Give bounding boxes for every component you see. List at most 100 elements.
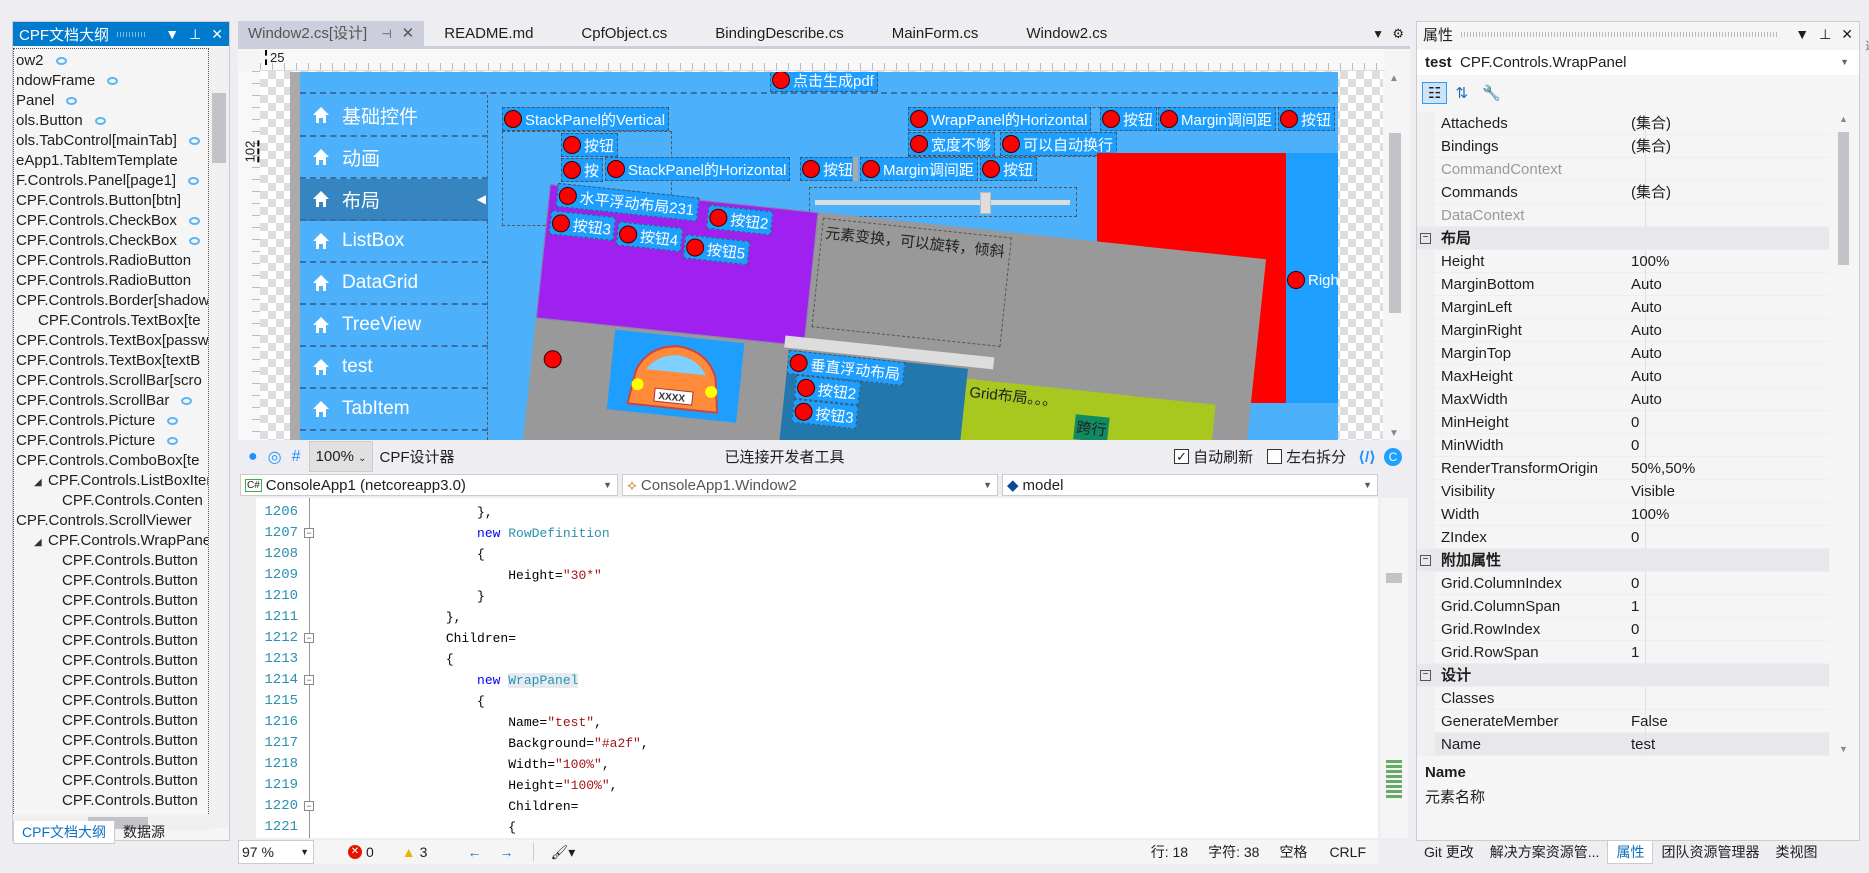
tree-item[interactable]: CPF.Controls.Picture <box>16 411 179 431</box>
visibility-circle-icon[interactable] <box>107 77 119 86</box>
designed-window[interactable]: 点击生成pdf 基础控件 动画 布局 ◀ ListBox DataGrid TreeView… <box>290 72 1338 440</box>
property-row[interactable]: MarginRight Auto <box>1417 319 1829 342</box>
expanded-arrow-icon[interactable]: ◢ <box>34 537 42 548</box>
tree-item[interactable]: CPF.Controls.Button <box>62 711 198 731</box>
nav-item[interactable]: 基础控件 <box>300 95 488 137</box>
button-dot[interactable] <box>542 349 563 370</box>
pin-icon[interactable]: ⊥ <box>1819 25 1832 42</box>
slider[interactable] <box>809 187 1077 217</box>
error-icon[interactable]: ✕ <box>348 845 362 859</box>
tab-window2-design[interactable]: Window2.cs[设计] ⊣ ✕ <box>238 21 425 46</box>
nav-item[interactable]: DataGrid <box>300 263 488 305</box>
transformed-panel[interactable]: 水平浮动布局231 按钮2 按钮3 按钮4 按钮5 元素变换，可以旋转，倾斜 X… <box>522 182 1267 440</box>
property-row[interactable]: MaxWidth Auto <box>1417 388 1829 411</box>
visibility-circle-icon[interactable] <box>181 397 193 406</box>
collapse-icon[interactable]: − <box>304 528 314 538</box>
tab-list-icon[interactable]: ▼ <box>1372 26 1384 41</box>
type-dropdown[interactable]: ⟡ ConsoleApp1.Window2 ▼ <box>622 474 998 496</box>
split-checkbox[interactable]: 左右拆分 <box>1267 446 1346 467</box>
outline-vertical-scrollbar[interactable] <box>209 48 229 828</box>
button[interactable]: 按钮 <box>1278 107 1336 131</box>
grid-icon[interactable]: # <box>291 447 301 465</box>
button[interactable]: 按 <box>561 158 604 182</box>
tab-4[interactable]: 类视图 <box>1775 844 1818 860</box>
property-value[interactable]: 1 <box>1631 598 1640 615</box>
zoom-dropdown[interactable]: 97 % ▼ <box>238 840 314 864</box>
code-line[interactable]: 1207− new RowDefinition <box>238 523 1378 544</box>
property-row[interactable]: MinWidth 0 <box>1417 434 1829 457</box>
tab-0[interactable]: Git 更改 <box>1424 844 1474 860</box>
code-line[interactable]: 1212− Children= <box>238 628 1378 649</box>
tree-item[interactable]: CPF.Controls.Button <box>62 771 198 791</box>
tree-item[interactable]: Panel <box>16 91 78 111</box>
properties-scrollbar[interactable]: ▲ ▼ <box>1833 112 1857 756</box>
code-line[interactable]: 1217 Background="#a2f", <box>238 733 1378 754</box>
code-editor[interactable]: 1206 }, 1207− new RowDefinition 1208 {1209… <box>238 498 1378 838</box>
property-value[interactable]: 1 <box>1631 644 1640 661</box>
tree-item[interactable]: CPF.Controls.TextBox[passw <box>16 331 208 351</box>
tree-item[interactable]: CPF.Controls.ScrollViewer <box>16 511 192 531</box>
property-value[interactable]: 0 <box>1631 437 1640 454</box>
visibility-circle-icon[interactable] <box>66 97 78 106</box>
property-row[interactable]: Bindings (集合) <box>1417 135 1829 158</box>
button-margin[interactable]: Margin调间距 <box>860 157 978 181</box>
property-category[interactable]: − 布局 <box>1417 227 1829 250</box>
tree-item[interactable]: ols.Button <box>16 111 106 131</box>
tree-item[interactable]: CPF.Controls.CheckBox <box>16 211 200 231</box>
scroll-thumb[interactable] <box>1389 133 1401 313</box>
visibility-circle-icon[interactable] <box>94 117 106 126</box>
button-sp-horizontal[interactable]: StackPanel的Horizontal <box>605 157 791 181</box>
code-line[interactable]: 1214− new WrapPanel <box>238 670 1378 691</box>
property-row[interactable]: Height 100% <box>1417 250 1829 273</box>
property-row[interactable]: Visibility Visible <box>1417 480 1829 503</box>
tree-item[interactable]: CPF.Controls.ScrollBar[scro <box>16 371 202 391</box>
property-value[interactable]: 0 <box>1631 414 1640 431</box>
tree-item[interactable]: CPF.Controls.Button <box>62 751 198 771</box>
tree-item[interactable]: CPF.Controls.Button[btn] <box>16 191 181 211</box>
collapse-icon[interactable]: − <box>1420 555 1431 566</box>
gear-icon[interactable]: ⚙ <box>1392 25 1404 41</box>
close-icon[interactable]: ✕ <box>1841 25 1853 42</box>
property-row[interactable]: GenerateMember False <box>1417 710 1829 733</box>
property-value[interactable]: test <box>1631 736 1656 753</box>
warning-count[interactable]: 3 <box>419 844 428 860</box>
drag-grip[interactable] <box>1461 31 1778 37</box>
code-line[interactable]: 1219 Height="100%", <box>238 775 1378 796</box>
drag-grip[interactable] <box>117 31 148 37</box>
tree-item[interactable]: CPF.Controls.Button <box>62 631 198 651</box>
tree-item[interactable]: F.Controls.Panel[page1] <box>16 171 200 191</box>
tab-mainform[interactable]: MainForm.cs <box>891 25 979 42</box>
property-value[interactable]: (集合) <box>1631 184 1671 201</box>
scroll-up-icon[interactable]: ▲ <box>1389 73 1399 84</box>
forward-icon[interactable]: → <box>499 844 514 860</box>
tree-item[interactable]: CPF.Controls.Button <box>62 671 198 691</box>
tree-item[interactable]: CPF.Controls.Button <box>62 691 198 711</box>
tab-outline[interactable]: CPF文档大纲 <box>13 821 115 844</box>
tab-1[interactable]: 解决方案资源管... <box>1489 844 1600 860</box>
property-value[interactable]: (集合) <box>1631 138 1671 155</box>
splitter[interactable] <box>853 157 858 181</box>
code-line[interactable]: 1220− Children= <box>238 796 1378 817</box>
button[interactable]: 按钮 <box>980 157 1038 181</box>
property-value[interactable]: 0 <box>1631 529 1640 546</box>
tab-2[interactable]: 属性 <box>1607 841 1654 864</box>
tree-item[interactable]: CPF.Controls.CheckBox <box>16 231 200 251</box>
visibility-circle-icon[interactable] <box>188 137 200 146</box>
brush-icon[interactable]: 🖌▾ <box>550 843 576 860</box>
tree-item[interactable]: ◢ CPF.Controls.ListBoxIter <box>34 471 208 491</box>
collapse-icon[interactable]: − <box>304 675 314 685</box>
property-row[interactable]: Grid.ColumnSpan 1 <box>1417 595 1829 618</box>
tree-item[interactable]: ◢ CPF.Controls.WrapPane <box>34 531 208 551</box>
tree-item[interactable]: CPF.Controls.Button <box>62 791 198 811</box>
error-count[interactable]: 0 <box>366 844 374 860</box>
nav-item[interactable]: TabItem <box>300 389 488 431</box>
property-value[interactable]: Auto <box>1631 368 1662 385</box>
bulb-icon[interactable]: ● <box>248 447 258 465</box>
button-not-wide[interactable]: 宽度不够 <box>908 132 996 156</box>
dropdown-icon[interactable]: ▼ <box>1795 26 1810 42</box>
property-value[interactable]: Auto <box>1631 391 1662 408</box>
tree-item[interactable]: ow2 <box>16 51 67 71</box>
warning-icon[interactable]: ▲ <box>401 844 416 860</box>
project-dropdown[interactable]: C# ConsoleApp1 (netcoreapp3.0) ▼ <box>240 474 618 496</box>
collapse-icon[interactable]: − <box>1420 233 1431 244</box>
